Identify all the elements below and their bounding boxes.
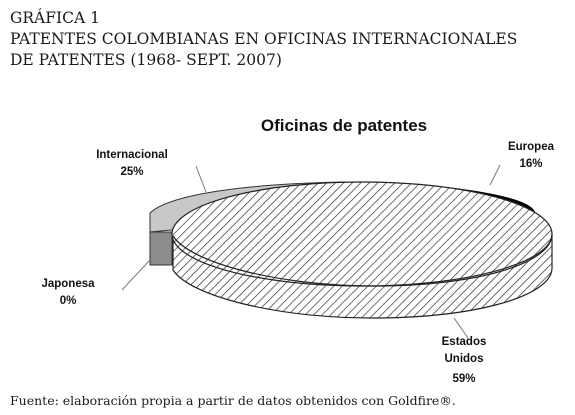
label-europea-name: Europea	[508, 141, 555, 153]
label-estados-unidos-line-1: Estados	[442, 336, 487, 348]
source-note: Fuente: elaboración propia a partir de d…	[10, 393, 456, 408]
slice-estados-unidos	[172, 182, 552, 318]
chart-title: Oficinas de patentes	[261, 116, 427, 135]
label-europea-percent: 16%	[519, 158, 542, 170]
label-estados-unidos-percent: 59%	[452, 373, 475, 385]
label-internacional-name: Internacional	[96, 149, 168, 161]
label-japonesa-percent: 0%	[60, 295, 77, 307]
label-internacional-percent: 25%	[120, 166, 143, 178]
label-estados-unidos-line-2: Unidos	[445, 353, 484, 365]
label-japonesa-name: Japonesa	[41, 278, 95, 290]
